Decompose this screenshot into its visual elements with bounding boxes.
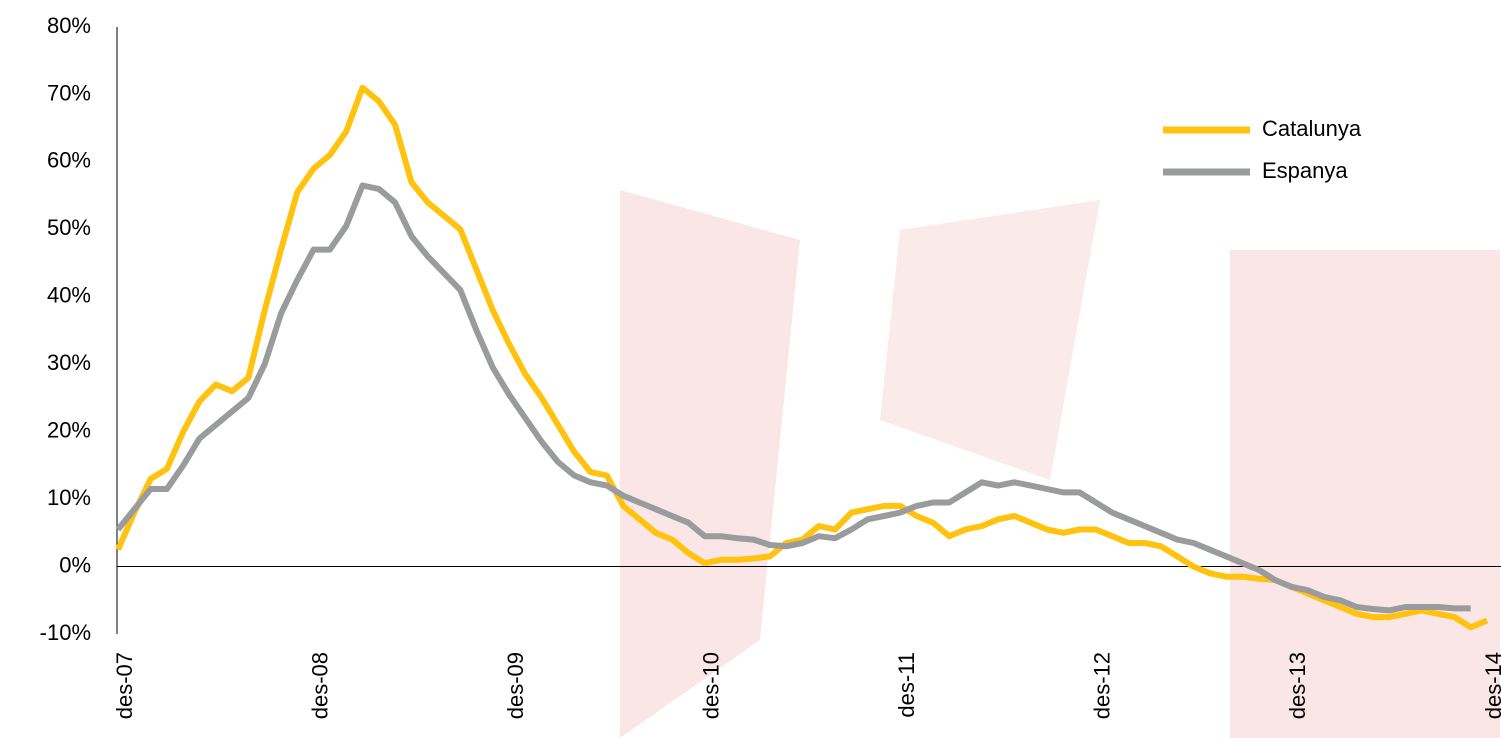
y-tick-label: 10% <box>47 485 91 510</box>
y-tick-label: 80% <box>47 13 91 38</box>
watermark <box>620 190 1500 738</box>
y-tick-label: 30% <box>47 350 91 375</box>
y-tick-label: -10% <box>40 620 91 645</box>
y-tick-label: 70% <box>47 80 91 105</box>
x-tick-label: des-14 <box>1481 652 1501 719</box>
series-line <box>115 84 1489 631</box>
watermark-shape <box>620 190 800 738</box>
x-tick-label: des-10 <box>699 652 724 719</box>
x-tick-label: des-07 <box>112 652 137 719</box>
y-tick-label: 50% <box>47 215 91 240</box>
series-line <box>115 182 1471 614</box>
y-tick-label: 60% <box>47 148 91 173</box>
watermark-shape <box>880 200 1100 480</box>
y-tick-label: 0% <box>59 552 91 577</box>
x-tick-label: des-11 <box>894 652 919 718</box>
watermark-shape <box>1230 250 1500 738</box>
legend-label: Espanya <box>1262 158 1348 183</box>
y-tick-label: 40% <box>47 283 91 308</box>
x-tick-label: des-13 <box>1285 652 1310 719</box>
x-tick-label: des-12 <box>1090 652 1115 719</box>
x-tick-label: des-09 <box>503 652 528 719</box>
y-tick-label: 20% <box>47 417 91 442</box>
legend-label: Catalunya <box>1262 116 1362 141</box>
x-tick-label: des-08 <box>307 652 332 719</box>
